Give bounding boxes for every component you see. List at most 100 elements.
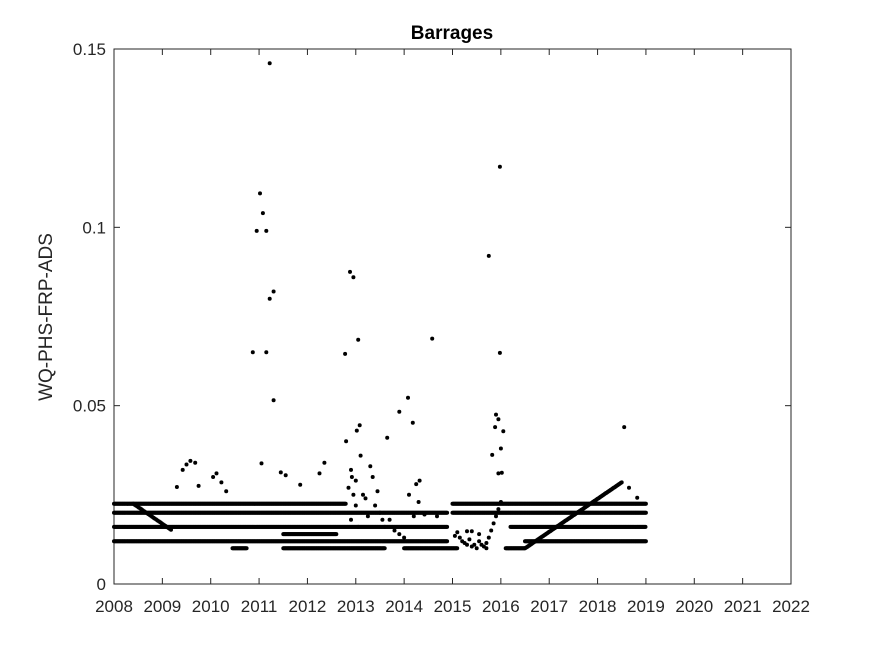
data-point — [490, 452, 495, 457]
data-point — [349, 517, 353, 522]
data-point — [397, 409, 402, 414]
data-point — [278, 470, 283, 475]
data-point — [635, 495, 640, 500]
data-point — [469, 529, 474, 534]
x-axis: 2008 2009 2010 2011 2012 2013 2014 2015 2016 2017… — [95, 49, 810, 616]
data-point — [343, 351, 348, 356]
data-point — [346, 485, 351, 490]
x-tick-label: 2018 — [579, 597, 617, 616]
data-point — [627, 485, 631, 490]
data-point — [193, 460, 198, 465]
data-point — [484, 546, 489, 551]
data-point — [489, 528, 494, 533]
data-point — [643, 539, 648, 544]
data-point — [619, 480, 624, 485]
x-tick-label: 2009 — [143, 597, 181, 616]
data-point — [373, 503, 378, 508]
data-point — [184, 462, 189, 467]
data-point — [356, 524, 361, 529]
data-point — [358, 453, 363, 458]
x-tick-label: 2010 — [192, 597, 230, 616]
data-point — [298, 482, 303, 487]
data-point — [259, 461, 264, 466]
data-point — [643, 510, 648, 515]
data-point — [219, 480, 224, 485]
data-point — [351, 275, 356, 280]
data-point — [467, 537, 472, 542]
data-point — [392, 528, 397, 533]
data-point — [486, 253, 491, 258]
data-point — [365, 514, 370, 519]
data-point — [430, 336, 435, 341]
data-point — [465, 529, 469, 534]
data-point — [406, 395, 410, 400]
data-point — [250, 350, 255, 355]
data-point — [643, 501, 648, 506]
data-point — [334, 532, 339, 537]
data-point — [496, 471, 501, 476]
data-point — [351, 492, 356, 497]
data-point — [260, 211, 265, 216]
data-point — [493, 425, 498, 430]
data-point — [244, 546, 249, 551]
data-point — [368, 464, 373, 469]
x-tick-label: 2012 — [289, 597, 327, 616]
x-tick-label: 2020 — [675, 597, 713, 616]
data-point — [499, 470, 504, 475]
data-point — [349, 467, 353, 472]
y-tick-label: 0.1 — [82, 218, 106, 237]
data-point — [264, 228, 269, 233]
data-point — [452, 533, 457, 538]
data-point — [407, 492, 411, 497]
x-tick-label: 2017 — [530, 597, 568, 616]
data-point — [457, 535, 462, 540]
data-point — [349, 475, 354, 479]
data-point — [498, 500, 503, 504]
data-point — [496, 417, 501, 422]
x-tick-label: 2019 — [627, 597, 665, 616]
data-point — [214, 471, 219, 476]
data-point — [370, 475, 375, 479]
data-point — [494, 412, 498, 417]
data-point — [375, 489, 380, 494]
data-points — [112, 61, 648, 551]
x-tick-label: 2014 — [385, 597, 423, 616]
data-point — [416, 500, 421, 504]
data-point — [477, 532, 482, 537]
data-point — [188, 458, 193, 463]
axes-box — [113, 48, 792, 585]
data-point — [354, 428, 359, 433]
x-tick-label: 2008 — [95, 597, 133, 616]
data-point — [402, 535, 407, 540]
data-point — [494, 514, 498, 519]
data-point — [174, 485, 179, 489]
data-point — [445, 539, 450, 544]
data-point — [378, 510, 382, 515]
data-point — [643, 524, 648, 529]
data-point — [435, 514, 439, 519]
data-point — [417, 478, 422, 483]
chart-title: Barrages — [411, 23, 493, 44]
data-point — [211, 475, 216, 479]
data-point — [472, 542, 477, 547]
data-point — [363, 496, 368, 501]
x-tick-label: 2015 — [434, 597, 472, 616]
data-point — [283, 473, 288, 478]
data-point — [224, 489, 229, 494]
data-point — [385, 435, 390, 440]
data-point — [264, 350, 269, 355]
data-point — [382, 546, 387, 551]
data-point — [271, 289, 276, 294]
data-point — [491, 521, 496, 526]
data-point — [496, 507, 501, 512]
data-point — [497, 164, 502, 169]
y-tick-label: 0.05 — [73, 397, 106, 416]
data-point — [344, 439, 349, 444]
data-point — [258, 191, 262, 196]
x-tick-label: 2021 — [724, 597, 762, 616]
y-tick-label: 0 — [97, 575, 106, 594]
data-point — [196, 483, 201, 488]
x-tick-label: 2022 — [772, 597, 810, 616]
y-axis: 0 0.05 0.1 0.15 — [73, 40, 791, 594]
data-point — [271, 398, 276, 403]
